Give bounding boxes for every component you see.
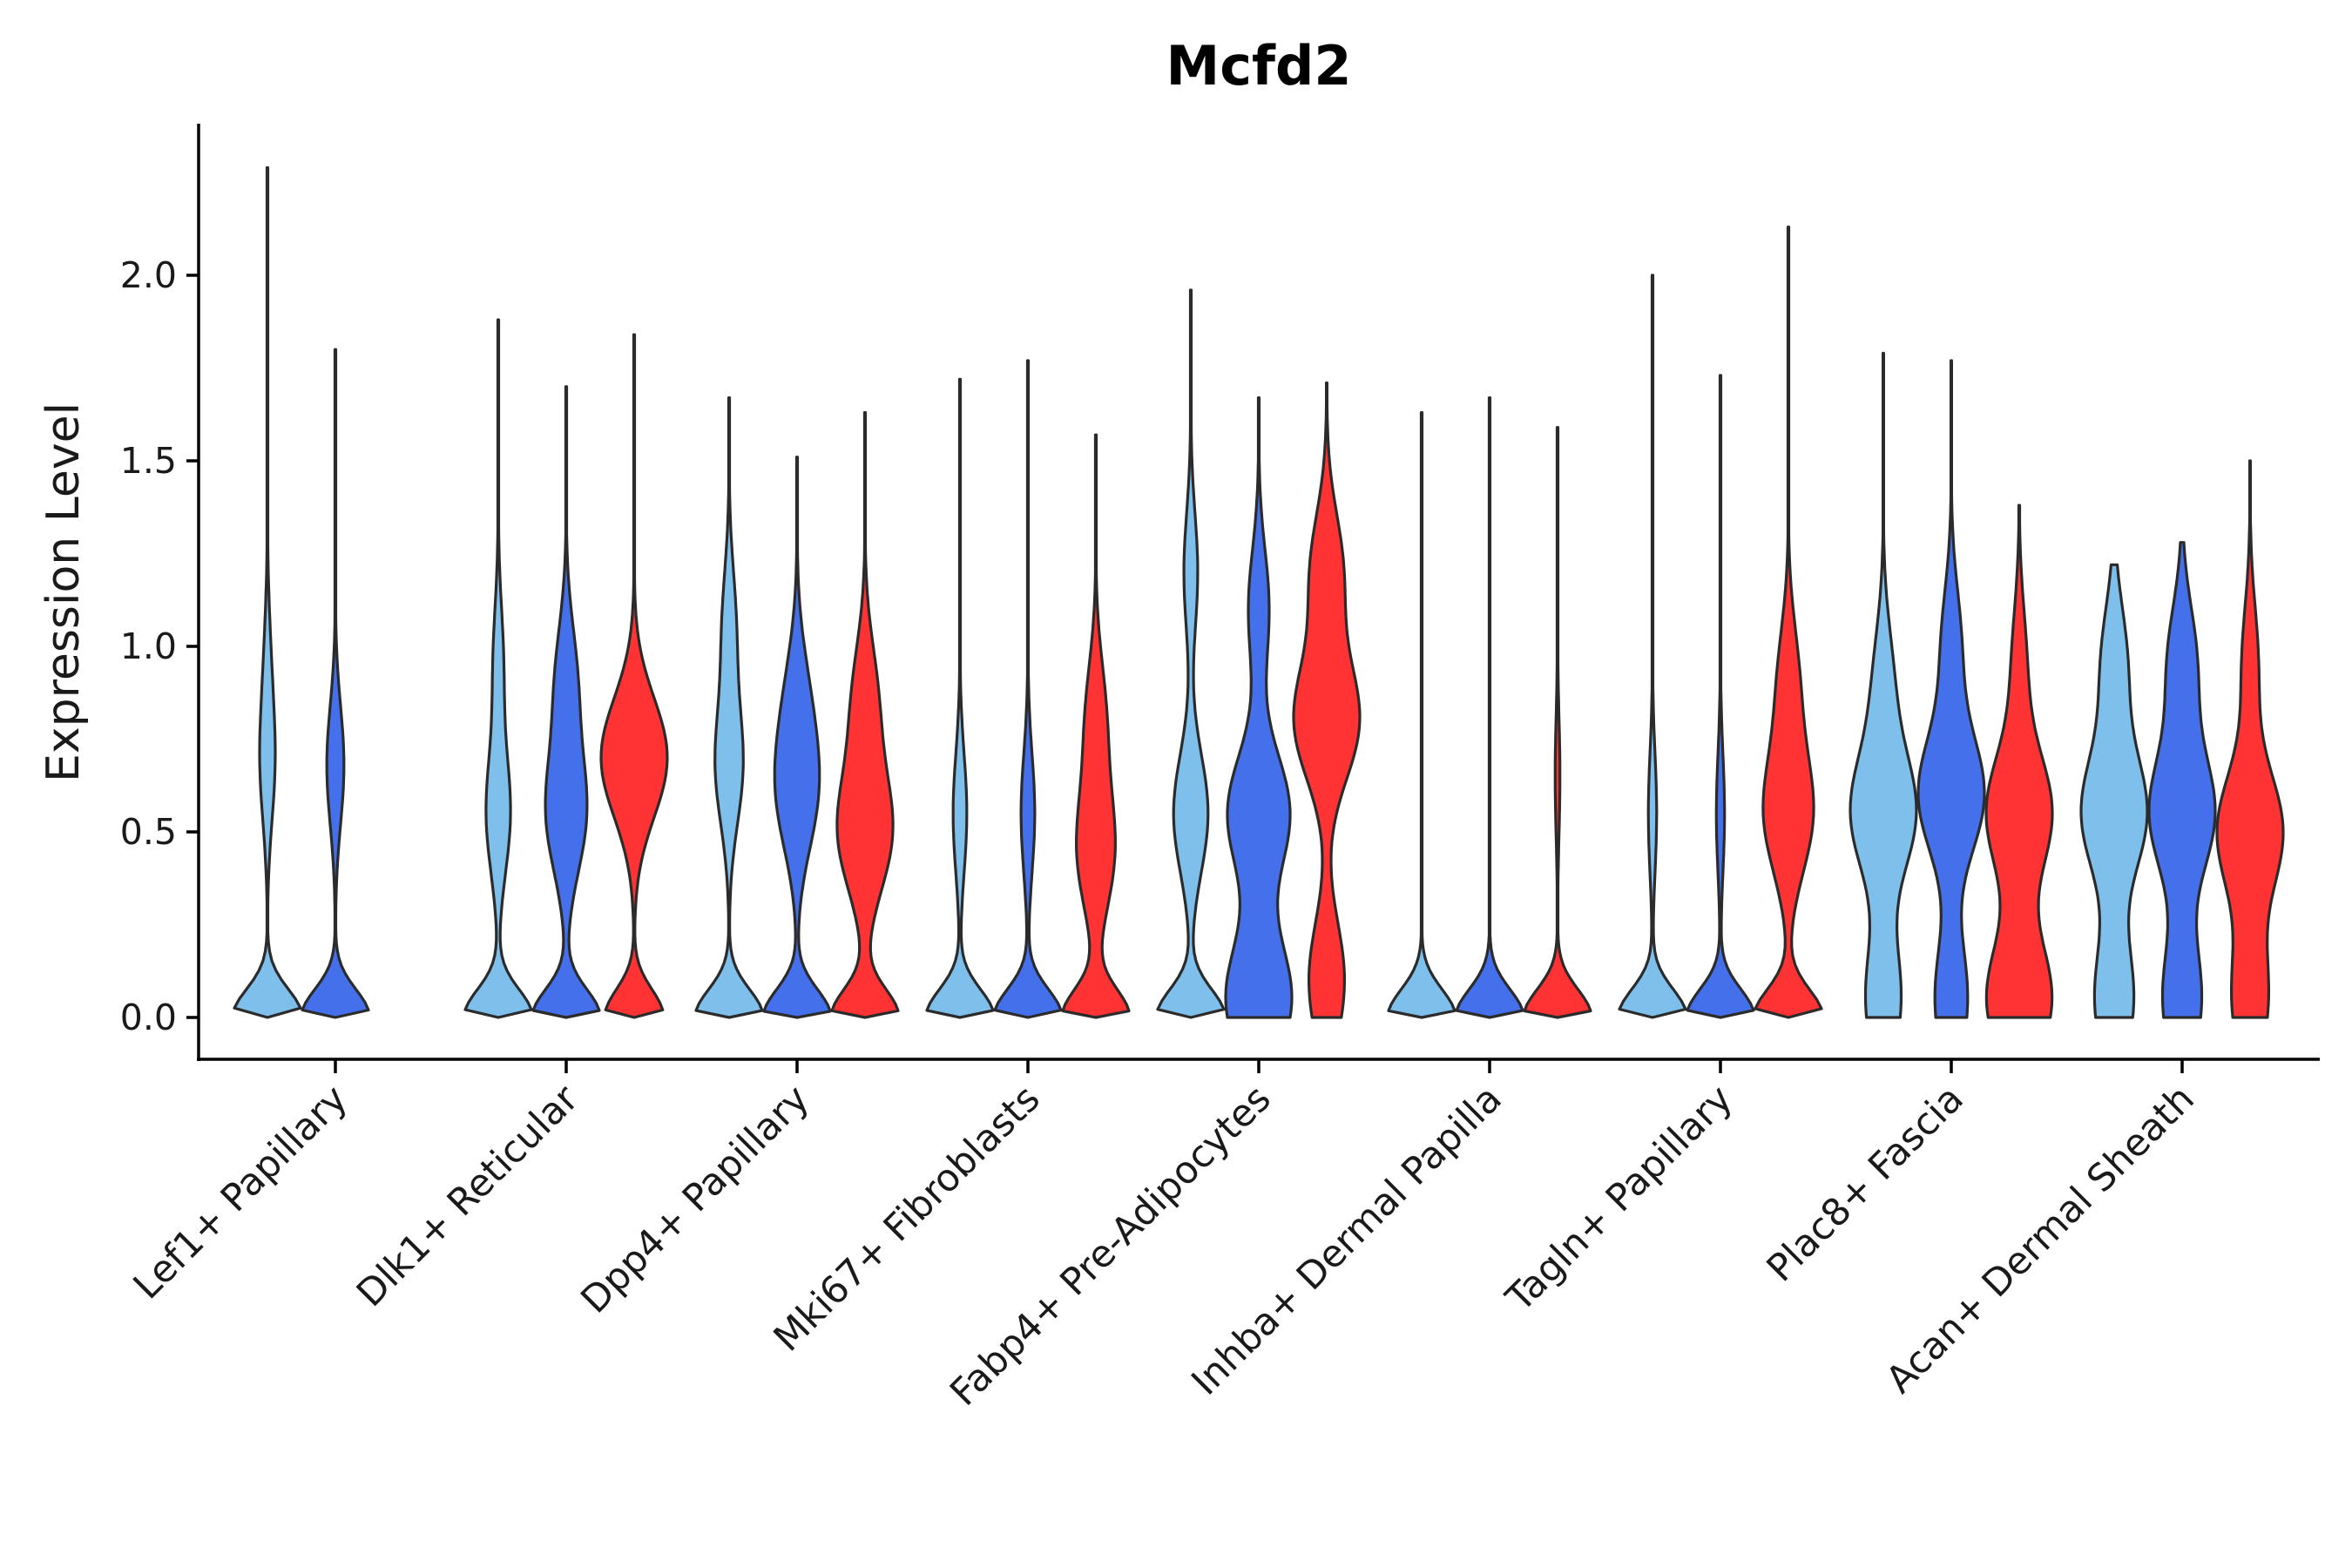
chart-title: Mcfd2 [1166, 34, 1352, 98]
x-tick-label: Plac8+ Fascia [1759, 1077, 1972, 1290]
violin-red-1 [599, 333, 669, 1019]
violin-red-7 [1984, 504, 2054, 1019]
violin-red-2 [830, 411, 900, 1019]
violin-blue-1 [531, 385, 601, 1019]
x-tick-label: Lef1+ Papillary [125, 1077, 356, 1308]
violin-red-3 [1061, 433, 1131, 1019]
violin-blue-6 [1686, 374, 1755, 1019]
x-tick-label: Mki67+ Fibroblasts [766, 1077, 1049, 1360]
violin-light-blue-1 [463, 318, 533, 1019]
violin-blue-0 [301, 348, 370, 1019]
violin-light-blue-4 [1156, 288, 1226, 1019]
violin-light-blue-7 [1848, 351, 1918, 1019]
violin-red-6 [1754, 226, 1823, 1019]
y-tick-label: 0.0 [120, 997, 177, 1038]
x-tick-label: Tagln+ Papillary [1497, 1077, 1741, 1321]
violin-blue-7 [1916, 359, 1986, 1019]
violin-light-blue-3 [925, 377, 995, 1019]
x-tick-label: Dlk1+ Reticular [348, 1077, 587, 1315]
y-ticks-group: 0.0 0.5 1.0 1.5 2.0 [120, 254, 199, 1038]
x-tick-label: Dpp4+ Papillary [573, 1077, 818, 1321]
violin-light-blue-6 [1618, 274, 1687, 1019]
y-tick-label: 2.0 [120, 254, 177, 296]
y-tick-label: 1.5 [120, 440, 177, 482]
violin-blue-5 [1455, 396, 1524, 1019]
violin-light-blue-2 [694, 396, 764, 1019]
violin-red-4 [1292, 381, 1362, 1019]
y-axis-label: Expression Level [37, 402, 90, 782]
violin-blue-3 [993, 359, 1063, 1019]
violin-red-5 [1523, 426, 1592, 1019]
violin-red-8 [2215, 459, 2285, 1019]
y-tick-label: 0.5 [120, 811, 177, 853]
violin-blue-8 [2147, 541, 2217, 1019]
violin-blue-2 [762, 456, 832, 1019]
violins-group [233, 166, 2285, 1019]
violin-blue-4 [1224, 396, 1294, 1019]
violin-light-blue-5 [1387, 411, 1456, 1019]
y-tick-label: 1.0 [120, 625, 177, 667]
violin-light-blue-8 [2079, 563, 2149, 1019]
violin-light-blue-0 [233, 166, 302, 1019]
